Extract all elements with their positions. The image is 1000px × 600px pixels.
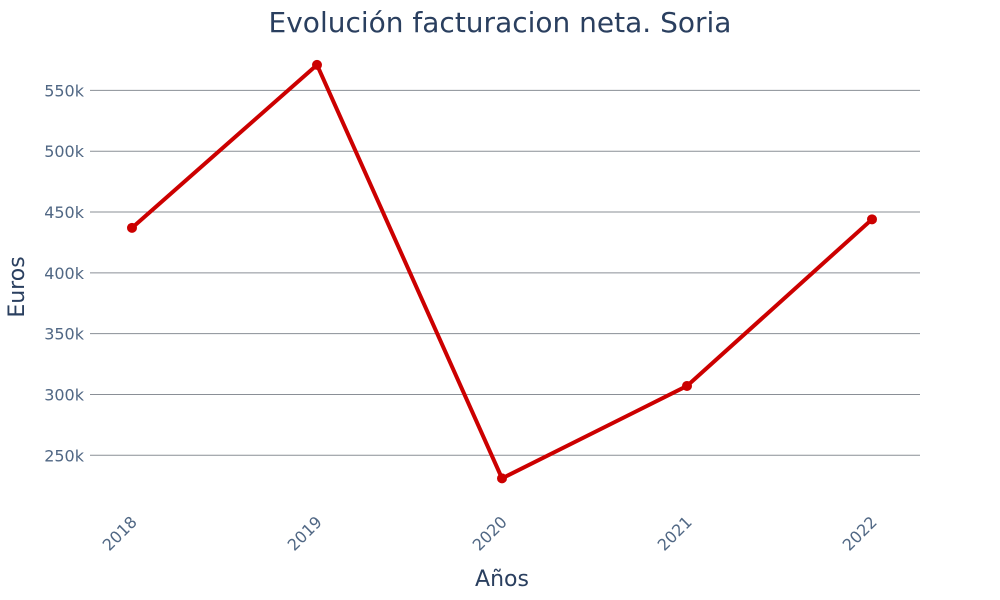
y-tick-label: 400k — [44, 264, 85, 283]
data-point[interactable] — [497, 473, 507, 484]
data-point[interactable] — [312, 59, 322, 70]
x-axis-ticks: 2018 2019 2020 2021 2022 — [99, 512, 881, 554]
y-axis-title: Euros — [5, 256, 30, 317]
x-tick-label: 2018 — [99, 512, 141, 554]
y-tick-label: 550k — [44, 81, 85, 100]
y-tick-label: 500k — [44, 142, 85, 161]
y-tick-label: 250k — [44, 446, 85, 465]
x-axis-title: Años — [475, 567, 529, 592]
gridlines — [90, 89, 920, 456]
series-line — [130, 62, 874, 481]
x-tick-label: 2019 — [284, 512, 326, 554]
y-tick-label: 300k — [44, 385, 85, 404]
series-layer — [127, 59, 877, 484]
y-tick-label: 350k — [44, 325, 85, 344]
y-axis-ticks: 250k 300k 350k 400k 450k 500k 550k — [44, 81, 85, 465]
y-tick-label: 450k — [44, 203, 85, 222]
x-tick-label: 2020 — [469, 512, 511, 554]
x-tick-label: 2021 — [654, 512, 696, 554]
data-point[interactable] — [867, 214, 877, 225]
data-point[interactable] — [682, 380, 692, 391]
chart-title: Evolución facturacion neta. Soria — [269, 6, 732, 39]
x-tick-label: 2022 — [839, 512, 881, 554]
data-point[interactable] — [127, 222, 137, 233]
